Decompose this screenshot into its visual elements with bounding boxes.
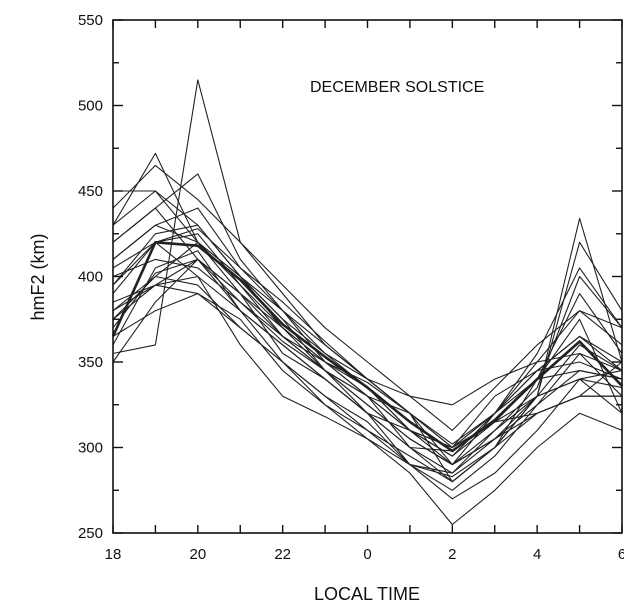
series-line-20 (112, 207, 623, 406)
x-tick-label: 20 (189, 546, 206, 563)
series-line-19 (112, 217, 623, 449)
y-tick-label: 300 (78, 440, 103, 457)
series-line-22 (112, 258, 623, 466)
y-axis-label: hmF2 (km) (28, 234, 48, 321)
y-tick-label: 500 (78, 98, 103, 115)
series-line-5 (112, 173, 623, 449)
series-line-3 (112, 164, 623, 431)
x-tick-label: 2 (448, 546, 456, 563)
y-tick-label: 350 (78, 354, 103, 371)
x-axis-ticks: 18 20 22 0 2 4 6 (105, 20, 624, 563)
x-tick-label: 18 (105, 546, 122, 563)
y-tick-label: 400 (78, 269, 103, 286)
plot-series-group (111, 79, 623, 526)
series-line-15 (112, 275, 623, 526)
series-line-8 (112, 258, 623, 457)
series-line-2 (112, 152, 623, 449)
plot-frame (112, 19, 623, 534)
chart-annotation: DECEMBER SOLSTICE (310, 79, 484, 96)
y-tick-label: 550 (78, 12, 103, 29)
x-tick-label: 4 (533, 546, 541, 563)
x-tick-label: 0 (363, 546, 371, 563)
series-line-11 (112, 250, 623, 500)
series-line-7 (112, 275, 623, 478)
y-tick-label: 450 (78, 183, 103, 200)
series-line-4 (113, 190, 623, 466)
x-tick-label: 22 (274, 546, 291, 563)
x-axis-label: LOCAL TIME (314, 584, 420, 604)
y-tick-label: 250 (78, 525, 103, 542)
series-line-18 (112, 258, 623, 457)
x-tick-label: 6 (618, 546, 624, 563)
y-axis-ticks: 250 300 350 400 450 500 550 (78, 12, 622, 542)
series-line-23 (112, 241, 623, 445)
series-line-24 (111, 241, 623, 453)
